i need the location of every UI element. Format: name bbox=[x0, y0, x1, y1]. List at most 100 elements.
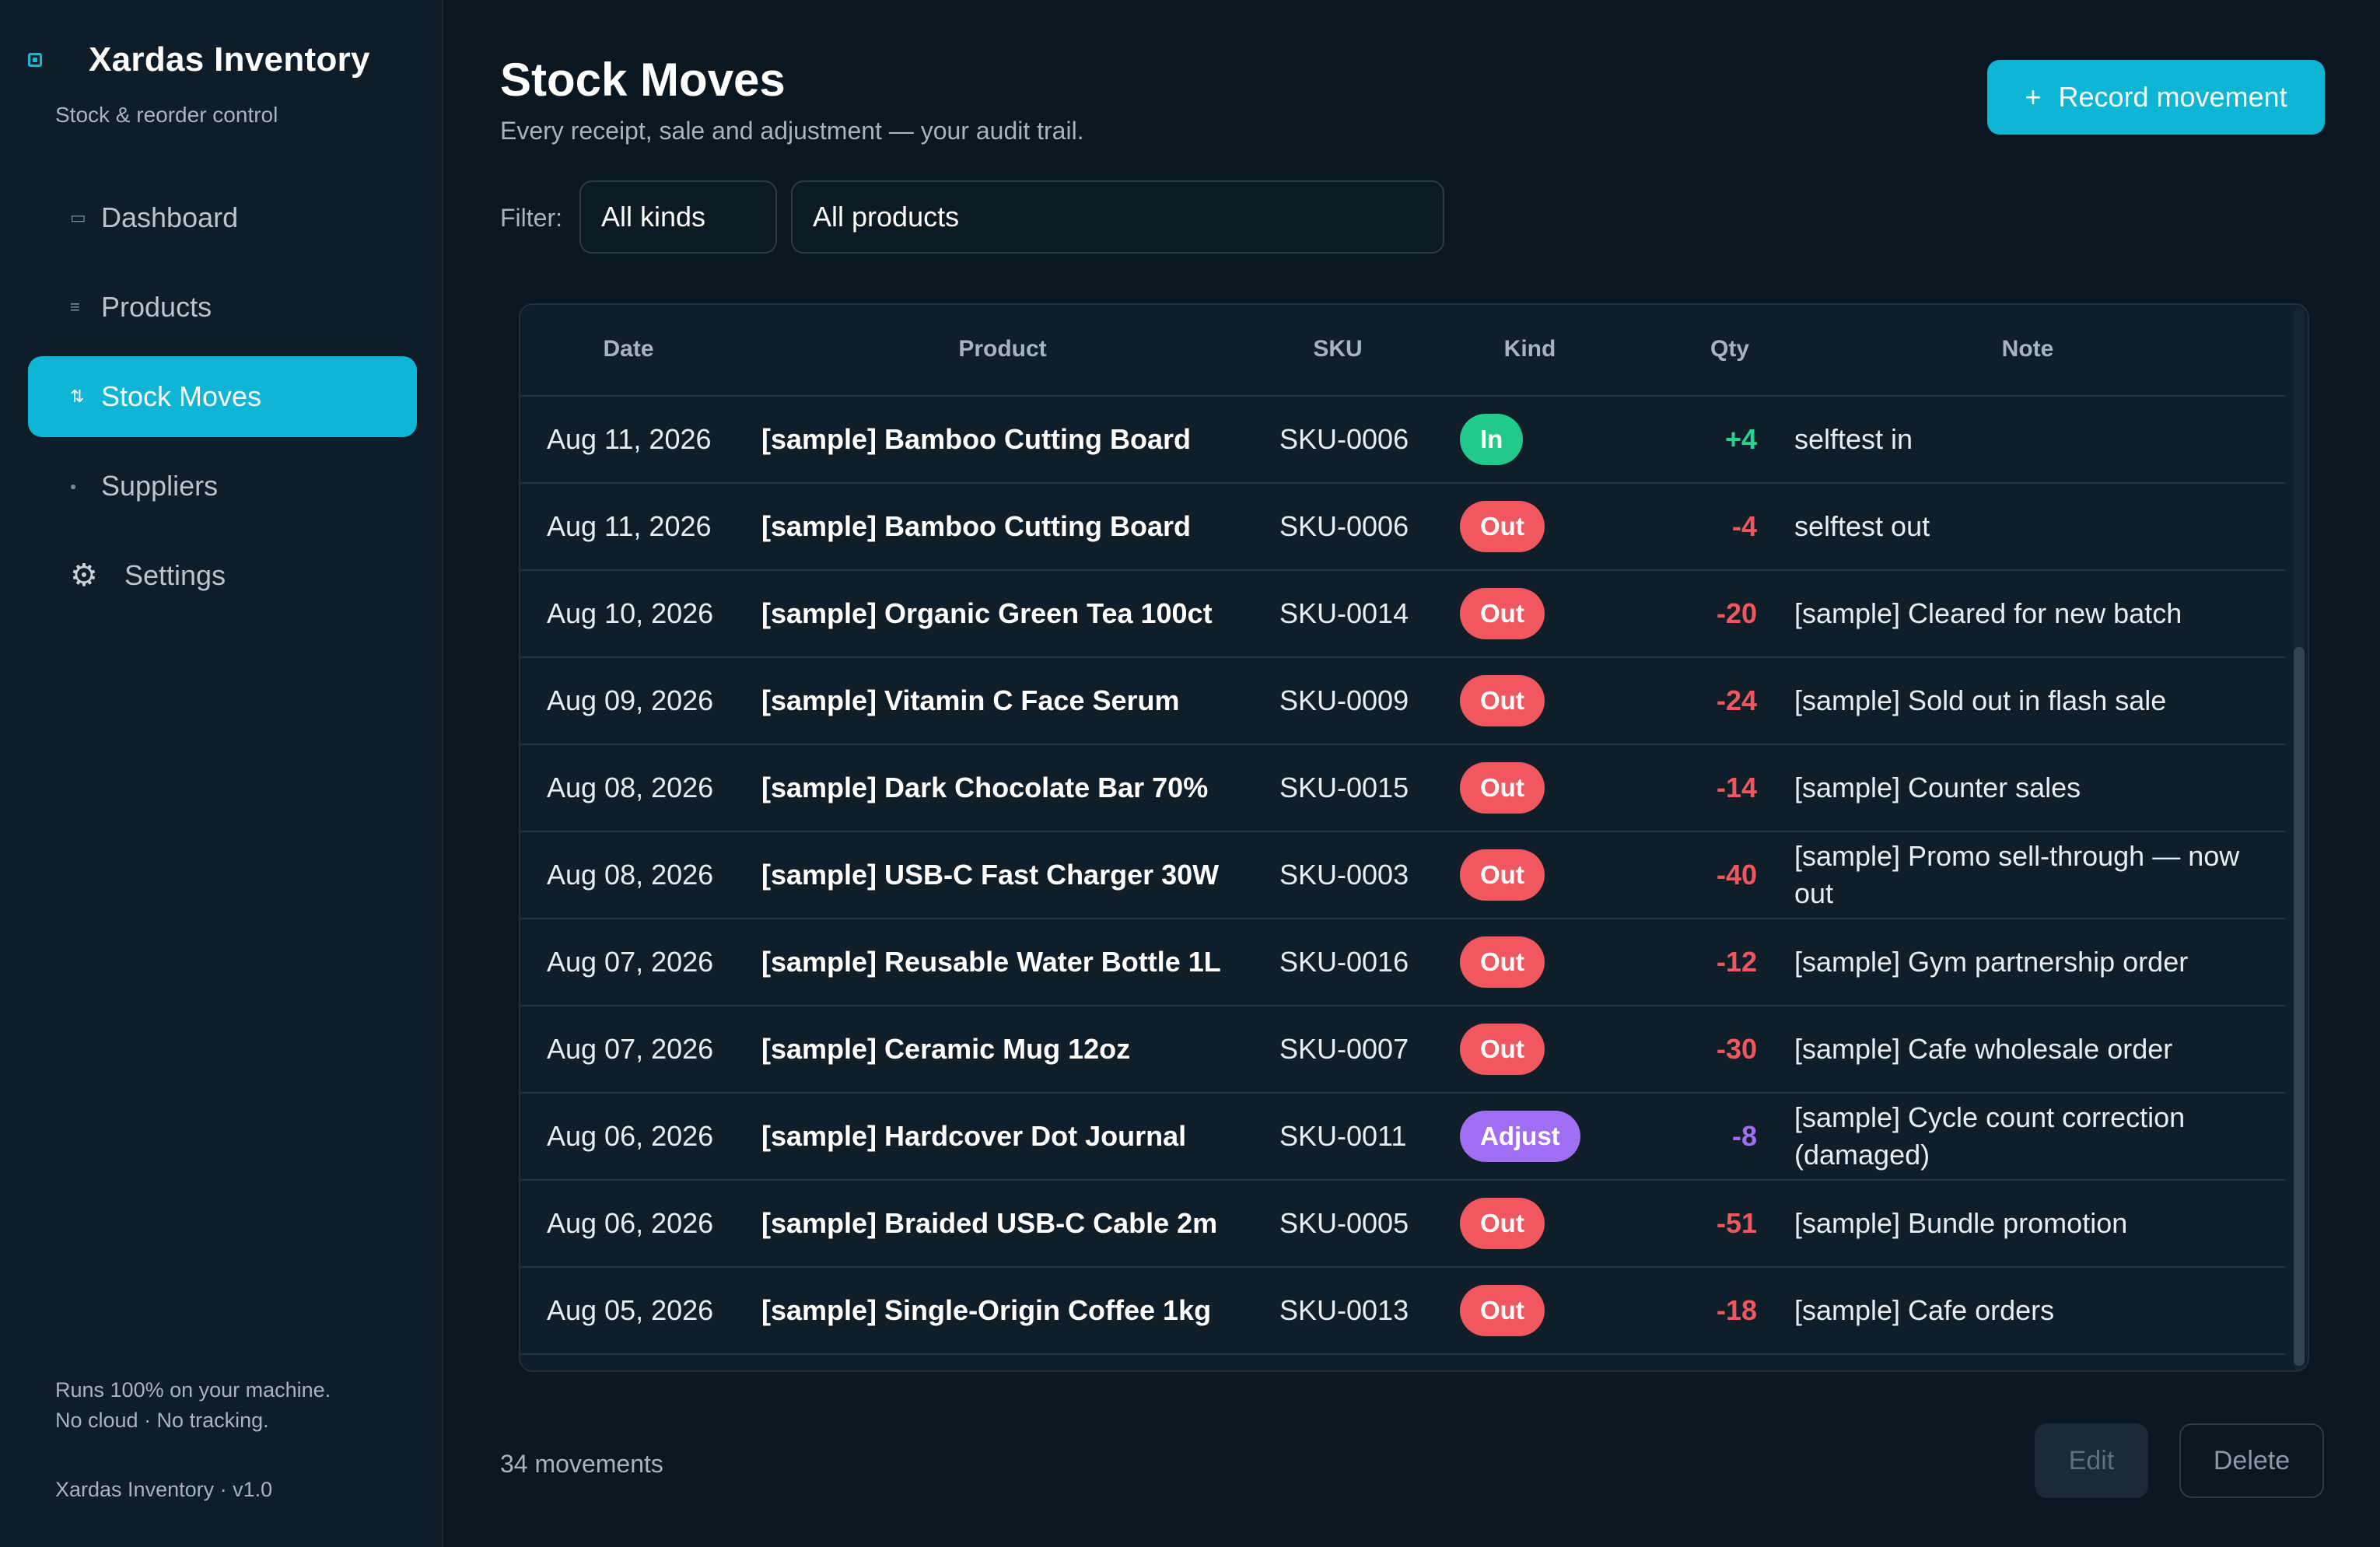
privacy-note-line: No cloud · No tracking. bbox=[55, 1409, 269, 1432]
cell-note: [sample] Cafe wholesale order bbox=[1794, 1033, 2173, 1065]
column-header-qty[interactable]: Qty bbox=[1710, 336, 1749, 362]
privacy-note: Runs 100% on your machine. No cloud · No… bbox=[55, 1375, 331, 1436]
cell-note: [sample] Cycle count correction (damaged… bbox=[1794, 1101, 2186, 1171]
column-header-note[interactable]: Note bbox=[2001, 336, 2054, 362]
sidebar-item-label: Stock Moves bbox=[101, 380, 262, 412]
cell-sku: SKU-0013 bbox=[1279, 1294, 1409, 1326]
list-icon: ≡ bbox=[70, 297, 80, 317]
cell-sku: SKU-0006 bbox=[1279, 510, 1409, 542]
cell-kind: Adjust bbox=[1460, 1094, 1580, 1179]
cell-date: Aug 10, 2026 bbox=[547, 597, 714, 629]
cell-date: Aug 11, 2026 bbox=[547, 423, 712, 455]
cell-qty: -12 bbox=[1716, 946, 1757, 978]
table-row[interactable]: Aug 10, 2026 [sample] Organic Green Tea 1… bbox=[520, 571, 2286, 658]
sidebar-item-suppliers[interactable]: ● Suppliers bbox=[28, 446, 417, 527]
table-row[interactable]: Aug 06, 2026 [sample] Braided USB-C Cable… bbox=[520, 1181, 2286, 1268]
cell-product: [sample] Reusable Water Bottle 1L bbox=[761, 946, 1221, 978]
cell-note: [sample] Sold out in flash sale bbox=[1794, 684, 2167, 716]
sidebar-item-label: Suppliers bbox=[101, 470, 219, 502]
table-row[interactable]: Aug 11, 2026 [sample] Bamboo Cutting Boar… bbox=[520, 484, 2286, 571]
movement-count: 34 movements bbox=[500, 1450, 663, 1478]
cell-kind: Out bbox=[1460, 1006, 1545, 1092]
column-header-kind[interactable]: Kind bbox=[1503, 336, 1556, 362]
cell-kind: Out bbox=[1460, 745, 1545, 831]
table-row[interactable]: Aug 08, 2026 [sample] Dark Chocolate Bar … bbox=[520, 745, 2286, 832]
table-row[interactable]: Aug 11, 2026 [sample] Bamboo Cutting Boar… bbox=[520, 397, 2286, 484]
kind-badge: Out bbox=[1460, 936, 1545, 988]
cell-qty: +4 bbox=[1724, 423, 1757, 455]
table-body: Aug 11, 2026 [sample] Bamboo Cutting Boar… bbox=[520, 397, 2286, 1355]
cell-kind: Out bbox=[1460, 571, 1545, 656]
cell-note: [sample] Cleared for new batch bbox=[1794, 597, 2182, 629]
table-row[interactable]: Aug 08, 2026 [sample] USB-C Fast Charger … bbox=[520, 832, 2286, 919]
table-header: Date Product SKU Kind Qty Note bbox=[520, 305, 2286, 397]
app-name: Xardas Inventory bbox=[89, 40, 370, 79]
cell-qty: -4 bbox=[1731, 510, 1757, 542]
cell-qty: -8 bbox=[1731, 1120, 1757, 1152]
table-row[interactable]: Aug 07, 2026 [sample] Reusable Water Bott… bbox=[520, 919, 2286, 1006]
sidebar-item-dashboard[interactable]: ▭ Dashboard bbox=[28, 177, 417, 258]
cell-product: [sample] Dark Chocolate Bar 70% bbox=[761, 772, 1209, 803]
sidebar-item-settings[interactable]: ⚙ Settings bbox=[28, 535, 417, 616]
kind-badge: Out bbox=[1460, 501, 1545, 552]
dashboard-icon: ▭ bbox=[70, 208, 86, 227]
cell-qty: -14 bbox=[1716, 772, 1757, 803]
kind-filter-select[interactable]: All kinds bbox=[579, 180, 777, 254]
cell-sku: SKU-0006 bbox=[1279, 423, 1409, 455]
cell-date: Aug 09, 2026 bbox=[547, 684, 714, 716]
cell-kind: Out bbox=[1460, 1268, 1545, 1353]
column-header-sku[interactable]: SKU bbox=[1313, 336, 1363, 362]
table-row[interactable]: Aug 07, 2026 [sample] Ceramic Mug 12oz SKU… bbox=[520, 1006, 2286, 1094]
kind-badge: Out bbox=[1460, 1198, 1545, 1249]
kind-badge: Out bbox=[1460, 1024, 1545, 1075]
cell-note: [sample] Cafe orders bbox=[1794, 1294, 2055, 1326]
cell-sku: SKU-0014 bbox=[1279, 597, 1409, 629]
cell-date: Aug 07, 2026 bbox=[547, 1033, 714, 1065]
cell-note: [sample] Gym partnership order bbox=[1794, 946, 2189, 978]
sidebar-item-label: Products bbox=[101, 291, 212, 323]
table-row[interactable]: Aug 06, 2026 [sample] Hardcover Dot Journ… bbox=[520, 1094, 2286, 1181]
cell-product: [sample] Hardcover Dot Journal bbox=[761, 1120, 1187, 1152]
sidebar-item-label: Dashboard bbox=[101, 201, 239, 233]
plus-icon: + bbox=[2025, 81, 2042, 113]
cell-date: Aug 07, 2026 bbox=[547, 946, 714, 978]
kind-badge: Adjust bbox=[1460, 1111, 1580, 1162]
edit-button[interactable]: Edit bbox=[2035, 1423, 2148, 1498]
cell-sku: SKU-0016 bbox=[1279, 946, 1409, 978]
sidebar-item-label: Settings bbox=[124, 559, 226, 591]
cell-kind: In bbox=[1460, 397, 1524, 482]
cell-note: selftest out bbox=[1794, 510, 1930, 542]
cell-kind: Out bbox=[1460, 1181, 1545, 1266]
app-logo-icon bbox=[28, 53, 42, 67]
kind-badge: Out bbox=[1460, 849, 1545, 901]
table-scrollbar-thumb[interactable] bbox=[2294, 647, 2305, 1366]
cell-product: [sample] USB-C Fast Charger 30W bbox=[761, 859, 1220, 891]
product-filter-select[interactable]: All products bbox=[791, 180, 1444, 254]
delete-button[interactable]: Delete bbox=[2179, 1423, 2324, 1498]
cell-sku: SKU-0005 bbox=[1279, 1207, 1409, 1239]
privacy-note-line: Runs 100% on your machine. bbox=[55, 1378, 331, 1402]
app-tagline: Stock & reorder control bbox=[55, 103, 278, 127]
supplier-icon: ● bbox=[70, 480, 77, 492]
column-header-date[interactable]: Date bbox=[603, 336, 654, 362]
kind-badge: Out bbox=[1460, 588, 1545, 639]
sidebar-item-products[interactable]: ≡ Products bbox=[28, 267, 417, 348]
cell-date: Aug 05, 2026 bbox=[547, 1294, 714, 1326]
cell-sku: SKU-0015 bbox=[1279, 772, 1409, 803]
version-label: Xardas Inventory · v1.0 bbox=[55, 1478, 273, 1501]
main-content: Stock Moves Every receipt, sale and adju… bbox=[445, 0, 2380, 1547]
table-row[interactable]: Aug 05, 2026 [sample] Single-Origin Coffe… bbox=[520, 1268, 2286, 1355]
kind-badge: Out bbox=[1460, 1285, 1545, 1336]
column-header-product[interactable]: Product bbox=[958, 336, 1047, 362]
kind-badge: In bbox=[1460, 414, 1524, 465]
cell-date: Aug 08, 2026 bbox=[547, 859, 714, 891]
cell-kind: Out bbox=[1460, 919, 1545, 1005]
sidebar: Xardas Inventory Stock & reorder control… bbox=[0, 0, 443, 1547]
sidebar-item-stock-moves[interactable]: ⇅ Stock Moves bbox=[28, 356, 417, 437]
filter-label: Filter: bbox=[500, 204, 562, 232]
cell-date: Aug 06, 2026 bbox=[547, 1120, 714, 1152]
table-row[interactable]: Aug 09, 2026 [sample] Vitamin C Face Seru… bbox=[520, 658, 2286, 745]
record-movement-button[interactable]: + Record movement bbox=[1987, 60, 2325, 135]
cell-kind: Out bbox=[1460, 658, 1545, 744]
sidebar-nav: ▭ Dashboard ≡ Products ⇅ Stock Moves ● S… bbox=[28, 177, 417, 625]
